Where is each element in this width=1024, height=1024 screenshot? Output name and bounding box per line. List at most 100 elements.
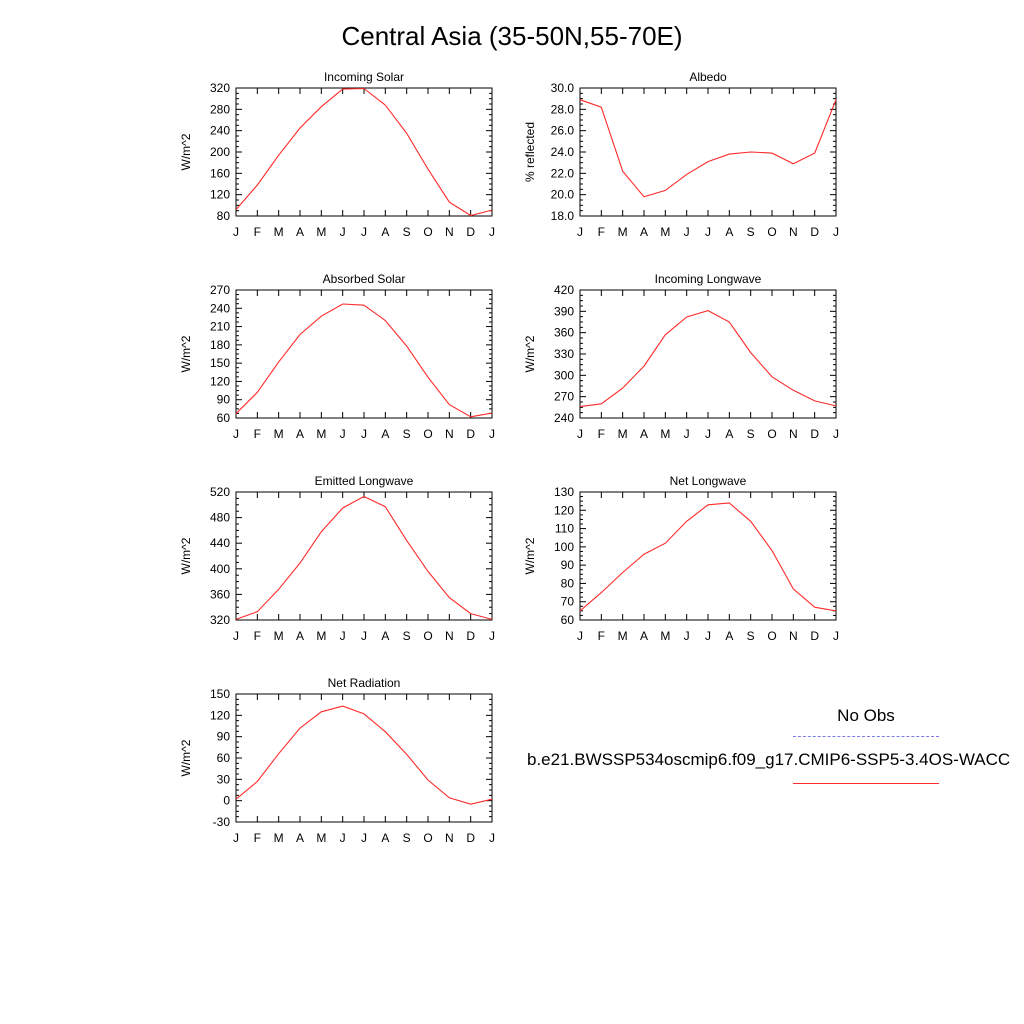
x-tick-label: J — [684, 225, 690, 239]
x-tick-label: A — [381, 427, 389, 441]
y-tick-label: 150 — [210, 356, 230, 370]
y-tick-label: 400 — [210, 562, 230, 576]
y-axis-label: W/m^2 — [180, 739, 193, 776]
panel-net-longwave: Net Longwave W/m^2 60 70 80 90 100 110 120 130 J F M… — [524, 469, 864, 669]
x-tick-label: J — [489, 225, 495, 239]
chart-title: Net Radiation — [328, 676, 401, 690]
y-tick-label: 30.0 — [551, 81, 575, 95]
x-tick-label: J — [361, 225, 367, 239]
y-tick-label: 180 — [210, 338, 230, 352]
x-tick-label: M — [618, 427, 628, 441]
x-tick-label: S — [403, 831, 411, 845]
x-tick-label: O — [767, 427, 776, 441]
y-tick-label: 80 — [217, 209, 231, 223]
x-tick-label: J — [489, 629, 495, 643]
legend-obs-line — [793, 736, 939, 737]
y-tick-label: 30 — [217, 772, 231, 786]
y-tick-label: 210 — [210, 320, 230, 334]
x-tick-label: O — [423, 831, 432, 845]
x-tick-label: F — [254, 629, 261, 643]
x-tick-label: J — [684, 427, 690, 441]
x-tick-label: N — [789, 629, 798, 643]
chart-title: Incoming Solar — [324, 70, 404, 84]
chart-title: Net Longwave — [670, 474, 747, 488]
plot-frame — [579, 491, 837, 621]
y-tick-label: 100 — [554, 540, 574, 554]
x-tick-label: J — [833, 427, 839, 441]
y-axis-label: W/m^2 — [180, 133, 193, 170]
x-tick-label: D — [466, 629, 475, 643]
x-tick-label: M — [274, 629, 284, 643]
x-tick-label: J — [233, 629, 239, 643]
legend: No Obs b.e21.BWSSP534oscmip6.f09_g17.CMI… — [500, 700, 1024, 800]
x-tick-label: J — [340, 225, 346, 239]
x-tick-label: M — [274, 831, 284, 845]
y-tick-label: 26.0 — [551, 124, 575, 138]
x-tick-label: J — [577, 225, 583, 239]
x-tick-label: M — [316, 427, 326, 441]
y-axis-label: W/m^2 — [180, 537, 193, 574]
x-tick-label: J — [684, 629, 690, 643]
y-tick-label: 120 — [210, 374, 230, 388]
x-tick-label: D — [810, 427, 819, 441]
y-tick-label: 270 — [554, 390, 574, 404]
x-tick-label: D — [810, 225, 819, 239]
chart-title: Emitted Longwave — [315, 474, 414, 488]
y-tick-label: 90 — [217, 393, 231, 407]
y-tick-label: 240 — [554, 411, 574, 425]
x-tick-label: F — [598, 427, 605, 441]
y-tick-label: 70 — [561, 595, 575, 609]
y-tick-label: 18.0 — [551, 209, 575, 223]
series-line — [579, 99, 837, 198]
x-tick-label: S — [403, 225, 411, 239]
y-tick-label: 480 — [210, 511, 230, 525]
x-tick-label: J — [233, 427, 239, 441]
y-tick-label: 440 — [210, 536, 230, 550]
x-tick-label: O — [423, 225, 432, 239]
chart-svg: Albedo % reflected 18.0 20.0 22.0 24.0 26.0 28.… — [524, 70, 839, 239]
y-tick-label: 330 — [554, 347, 574, 361]
x-tick-label: D — [466, 831, 475, 845]
panel-emitted-longwave: Emitted Longwave W/m^2 320 360 400 440 480 520 J… — [180, 469, 520, 669]
chart-svg: Absorbed Solar W/m^2 60 90 120 150 180 210 240 27… — [180, 272, 495, 441]
x-tick-label: J — [361, 629, 367, 643]
x-tick-label: S — [747, 427, 755, 441]
x-tick-label: M — [316, 225, 326, 239]
x-tick-label: A — [381, 629, 389, 643]
x-tick-label: M — [660, 629, 670, 643]
y-tick-label: 110 — [555, 522, 574, 536]
x-tick-label: J — [340, 831, 346, 845]
y-tick-label: 420 — [554, 283, 574, 297]
x-tick-label: F — [254, 831, 261, 845]
plot-frame — [579, 87, 837, 217]
plot-frame — [235, 87, 493, 217]
x-tick-label: F — [598, 629, 605, 643]
x-tick-label: N — [445, 427, 454, 441]
chart-svg: Emitted Longwave W/m^2 320 360 400 440 480 520 J… — [180, 474, 495, 643]
y-tick-label: 160 — [210, 166, 230, 180]
x-tick-label: J — [833, 629, 839, 643]
x-tick-label: M — [316, 831, 326, 845]
x-tick-label: J — [577, 629, 583, 643]
panel-incoming-solar: Incoming Solar W/m^2 80 120 160 200 240 280 320 J… — [180, 65, 520, 265]
main-title: Central Asia (35-50N,55-70E) — [341, 21, 683, 51]
x-tick-label: A — [725, 629, 733, 643]
y-tick-label: 90 — [561, 558, 575, 572]
x-tick-label: A — [640, 427, 648, 441]
y-tick-label: 120 — [210, 708, 230, 722]
y-tick-label: 240 — [210, 301, 230, 315]
x-tick-label: J — [705, 225, 711, 239]
x-tick-label: J — [489, 831, 495, 845]
x-tick-label: J — [361, 831, 367, 845]
chart-svg: Incoming Longwave W/m^2 240 270 300 330 360 390… — [524, 272, 839, 441]
panel-incoming-longwave: Incoming Longwave W/m^2 240 270 300 330 360 390… — [524, 267, 864, 467]
x-tick-label: M — [618, 629, 628, 643]
y-tick-label: 60 — [217, 751, 231, 765]
x-tick-label: O — [423, 629, 432, 643]
y-tick-label: 90 — [217, 730, 231, 744]
x-tick-label: D — [466, 427, 475, 441]
x-tick-label: N — [445, 225, 454, 239]
x-tick-label: N — [445, 629, 454, 643]
x-tick-label: J — [361, 427, 367, 441]
